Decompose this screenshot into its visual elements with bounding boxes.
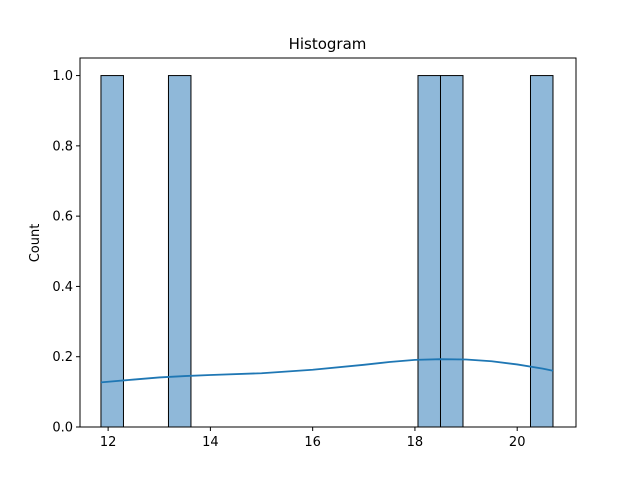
- x-tick-label: 16: [304, 435, 321, 450]
- y-tick-label: 0.6: [52, 210, 73, 225]
- y-tick-label: 0.8: [52, 139, 73, 154]
- histogram-bar: [417, 75, 441, 428]
- y-tick-label: 1.0: [52, 69, 73, 84]
- x-axis-ticks: 12 14 16 18 20: [100, 427, 526, 450]
- histogram-bar: [167, 75, 192, 428]
- y-axis-ticks: 0.0 0.2 0.4 0.6 0.8 1.0: [52, 69, 80, 436]
- y-tick-label: 0.2: [52, 350, 73, 365]
- x-tick-label: 12: [100, 435, 117, 450]
- x-tick-label: 18: [407, 435, 424, 450]
- bars-group: [100, 75, 554, 428]
- histogram-bar: [100, 75, 124, 428]
- y-tick-label: 0.0: [52, 421, 73, 436]
- x-tick-label: 20: [509, 435, 526, 450]
- chart-title: Histogram: [289, 35, 367, 53]
- histogram-bar: [439, 75, 464, 428]
- y-tick-label: 0.4: [52, 280, 73, 295]
- histogram-bar: [529, 75, 554, 428]
- kde-curve: [100, 358, 554, 384]
- y-axis-label: Count: [28, 224, 43, 263]
- plot-frame: [79, 57, 577, 428]
- x-tick-label: 14: [202, 435, 219, 450]
